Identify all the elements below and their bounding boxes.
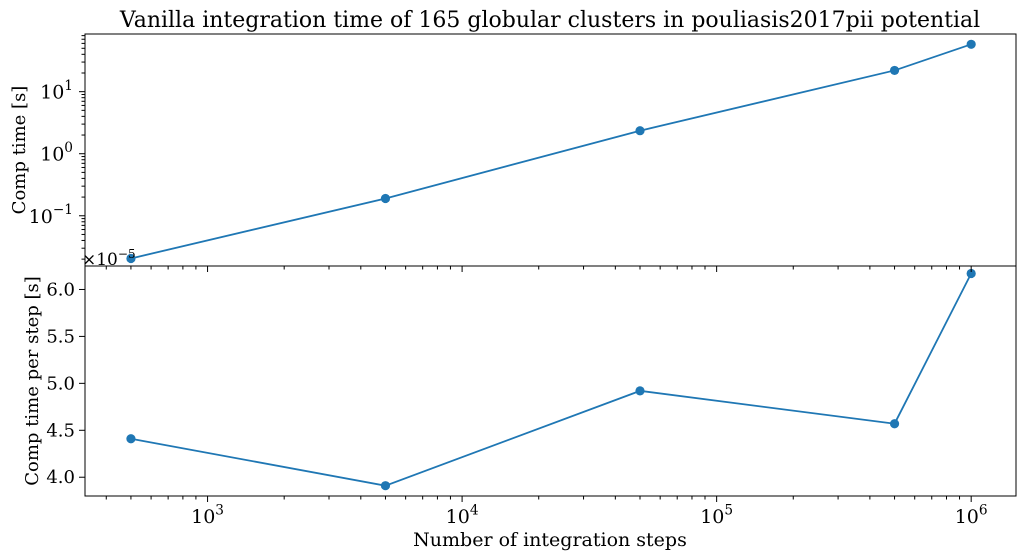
top-data-point: [966, 39, 976, 49]
bottom-panel: 4.0 4.5 5.0 5.5 6.0 Comp time per step [s] ×…: [22, 247, 1017, 497]
bottom-data-point: [889, 419, 900, 429]
x-tick-label: 104: [446, 502, 479, 528]
top-series-line: [130, 43, 972, 260]
bottom-y-tick-label: 4.5: [46, 420, 75, 441]
bottom-y-axis-ticks: 4.0 4.5 5.0 5.5 6.0: [46, 279, 85, 488]
top-y-tick-label: 101: [40, 78, 73, 104]
top-data-point: [635, 126, 645, 136]
bottom-y-tick-label: 4.0: [46, 467, 75, 488]
top-data-point: [126, 253, 136, 264]
bottom-y-tick-label: 5.0: [46, 373, 75, 394]
bottom-panel-series: [126, 268, 976, 491]
x-tick-label: 103: [191, 502, 224, 528]
top-data-point: [380, 193, 391, 204]
x-axis-label: Number of integration steps: [413, 529, 687, 551]
top-data-point: [889, 65, 900, 76]
x-tick-label: 106: [955, 502, 988, 528]
x-axis-ticks: 103 104 105 106: [105, 266, 988, 528]
top-y-axis-label: Comp time [s]: [9, 86, 30, 215]
top-y-tick-label: 100: [40, 140, 73, 166]
bottom-panel-frame: [84, 265, 1017, 497]
bottom-data-point: [966, 268, 976, 279]
chart-title: Vanilla integration time of 165 globular…: [119, 8, 980, 33]
bottom-y-axis-label: Comp time per step [s]: [22, 276, 43, 486]
bottom-data-point: [126, 434, 136, 444]
top-y-tick-label: 10−1: [29, 202, 73, 228]
top-panel-series: [126, 39, 976, 264]
top-y-axis-ticks: 10−1 100 101: [29, 35, 85, 260]
x-tick-label: 105: [700, 502, 733, 528]
bottom-data-point: [635, 386, 645, 396]
top-panel: 10−1 100 101 Comp time [s]: [9, 33, 1017, 267]
bottom-data-point: [380, 481, 391, 491]
bottom-series-line: [130, 273, 972, 487]
bottom-y-tick-label: 6.0: [46, 279, 75, 300]
bottom-y-tick-label: 5.5: [46, 326, 75, 347]
bottom-y-offset-label: ×10−5: [82, 247, 136, 270]
top-panel-frame: [84, 33, 1017, 267]
